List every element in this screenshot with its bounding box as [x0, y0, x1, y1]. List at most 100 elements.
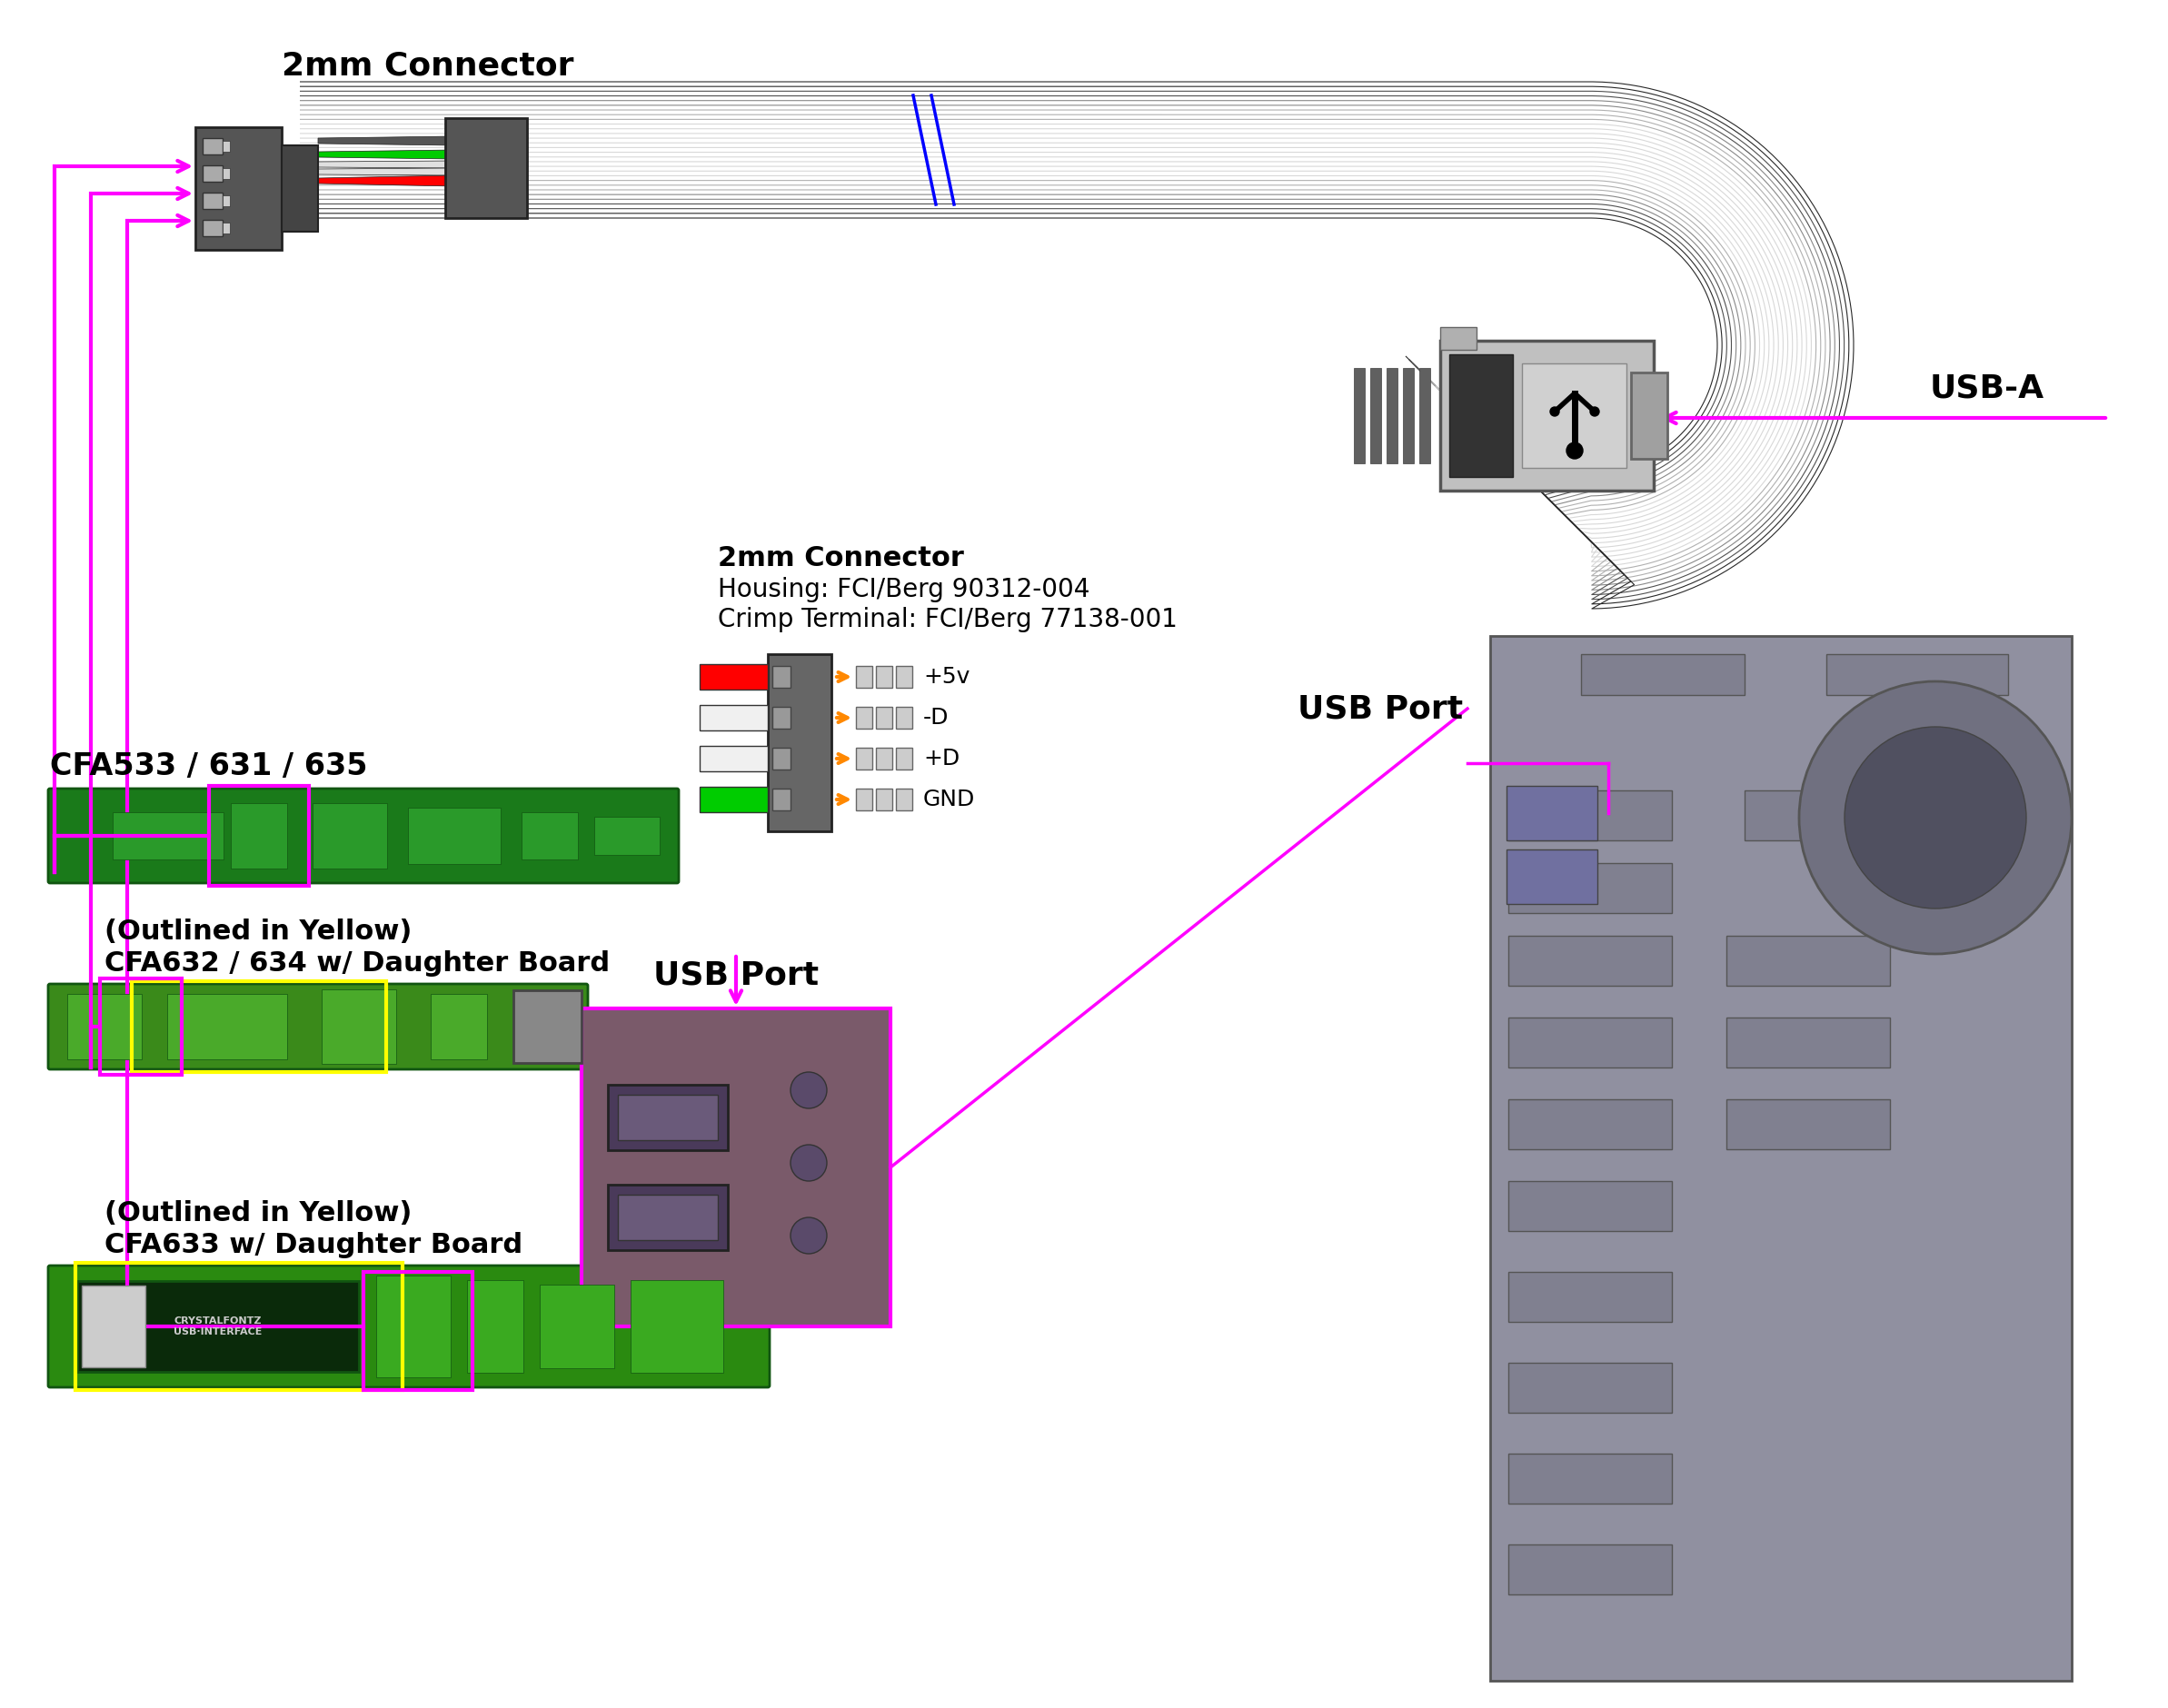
FancyBboxPatch shape	[1509, 1544, 1672, 1595]
FancyBboxPatch shape	[321, 989, 397, 1064]
FancyBboxPatch shape	[1403, 367, 1414, 463]
FancyBboxPatch shape	[522, 813, 579, 859]
FancyBboxPatch shape	[700, 746, 767, 772]
FancyBboxPatch shape	[202, 220, 223, 236]
FancyBboxPatch shape	[1630, 372, 1667, 459]
FancyBboxPatch shape	[856, 707, 872, 729]
FancyBboxPatch shape	[282, 145, 319, 232]
FancyBboxPatch shape	[1420, 367, 1431, 463]
FancyBboxPatch shape	[48, 1266, 770, 1387]
FancyBboxPatch shape	[202, 166, 223, 181]
FancyBboxPatch shape	[1509, 1363, 1672, 1413]
Text: 2mm Connector: 2mm Connector	[718, 545, 965, 572]
FancyBboxPatch shape	[772, 748, 791, 770]
Circle shape	[1589, 407, 1600, 417]
FancyBboxPatch shape	[772, 666, 791, 688]
FancyBboxPatch shape	[1509, 1100, 1672, 1149]
FancyBboxPatch shape	[514, 991, 581, 1062]
Circle shape	[1799, 681, 2073, 955]
Text: Housing: FCI/Berg 90312-004: Housing: FCI/Berg 90312-004	[718, 577, 1091, 603]
FancyBboxPatch shape	[581, 1008, 891, 1327]
FancyBboxPatch shape	[1440, 340, 1654, 490]
FancyBboxPatch shape	[767, 654, 830, 832]
FancyBboxPatch shape	[113, 813, 223, 859]
FancyBboxPatch shape	[230, 803, 286, 869]
FancyBboxPatch shape	[1388, 367, 1398, 463]
FancyBboxPatch shape	[700, 705, 767, 731]
FancyBboxPatch shape	[895, 666, 913, 688]
FancyBboxPatch shape	[607, 1085, 728, 1149]
FancyBboxPatch shape	[1580, 654, 1745, 695]
Circle shape	[791, 1218, 826, 1254]
FancyBboxPatch shape	[594, 816, 659, 856]
FancyBboxPatch shape	[377, 1276, 451, 1377]
FancyBboxPatch shape	[1726, 1018, 1890, 1068]
FancyBboxPatch shape	[607, 1185, 728, 1250]
FancyBboxPatch shape	[618, 1194, 718, 1240]
Text: -D: -D	[924, 707, 950, 729]
FancyBboxPatch shape	[631, 1279, 724, 1373]
FancyBboxPatch shape	[772, 789, 791, 810]
Polygon shape	[319, 167, 455, 176]
FancyBboxPatch shape	[1507, 849, 1598, 904]
Text: CFA533 / 631 / 635: CFA533 / 631 / 635	[50, 752, 369, 781]
FancyBboxPatch shape	[856, 666, 872, 688]
FancyBboxPatch shape	[48, 789, 679, 883]
FancyBboxPatch shape	[202, 138, 223, 154]
FancyBboxPatch shape	[444, 118, 527, 219]
Polygon shape	[319, 150, 455, 159]
Text: CRYSTALFONTZ
USB·INTERFACE: CRYSTALFONTZ USB·INTERFACE	[173, 1317, 262, 1336]
FancyBboxPatch shape	[312, 803, 388, 869]
FancyBboxPatch shape	[876, 748, 893, 770]
FancyBboxPatch shape	[78, 1281, 360, 1372]
FancyBboxPatch shape	[856, 789, 872, 810]
Text: +D: +D	[924, 748, 960, 770]
FancyBboxPatch shape	[1370, 367, 1381, 463]
Text: CFA633 w/ Daughter Board: CFA633 w/ Daughter Board	[104, 1231, 522, 1259]
FancyBboxPatch shape	[202, 193, 223, 208]
FancyBboxPatch shape	[1440, 326, 1476, 350]
FancyBboxPatch shape	[1726, 1100, 1890, 1149]
FancyBboxPatch shape	[67, 994, 141, 1059]
Text: CFA632 / 634 w/ Daughter Board: CFA632 / 634 w/ Daughter Board	[104, 950, 609, 977]
Text: (Outlined in Yellow): (Outlined in Yellow)	[104, 1201, 412, 1226]
FancyBboxPatch shape	[223, 140, 230, 152]
FancyBboxPatch shape	[772, 707, 791, 729]
FancyBboxPatch shape	[1507, 786, 1598, 840]
FancyBboxPatch shape	[1522, 364, 1626, 468]
Circle shape	[1567, 442, 1583, 459]
FancyBboxPatch shape	[700, 787, 767, 813]
FancyBboxPatch shape	[895, 707, 913, 729]
FancyBboxPatch shape	[1489, 635, 2073, 1681]
FancyBboxPatch shape	[1509, 1454, 1672, 1503]
Polygon shape	[319, 137, 455, 145]
FancyBboxPatch shape	[223, 222, 230, 234]
Text: USB Port: USB Port	[653, 960, 820, 991]
FancyBboxPatch shape	[408, 808, 501, 864]
FancyBboxPatch shape	[895, 789, 913, 810]
FancyBboxPatch shape	[1726, 936, 1890, 986]
FancyBboxPatch shape	[48, 984, 588, 1069]
FancyBboxPatch shape	[195, 126, 282, 249]
Text: (Outlined in Yellow): (Outlined in Yellow)	[104, 919, 412, 945]
FancyBboxPatch shape	[876, 666, 893, 688]
FancyBboxPatch shape	[895, 748, 913, 770]
FancyBboxPatch shape	[1509, 791, 1672, 840]
FancyBboxPatch shape	[876, 789, 893, 810]
FancyBboxPatch shape	[1353, 367, 1366, 463]
FancyBboxPatch shape	[1509, 936, 1672, 986]
FancyBboxPatch shape	[1509, 1018, 1672, 1068]
FancyBboxPatch shape	[1509, 1272, 1672, 1322]
FancyBboxPatch shape	[1448, 354, 1513, 477]
FancyBboxPatch shape	[1509, 863, 1672, 914]
Text: Crimp Terminal: FCI/Berg 77138-001: Crimp Terminal: FCI/Berg 77138-001	[718, 606, 1177, 632]
Text: GND: GND	[924, 789, 976, 810]
Polygon shape	[319, 176, 455, 186]
Polygon shape	[319, 161, 455, 167]
Circle shape	[1550, 407, 1559, 417]
Circle shape	[1845, 728, 2027, 909]
Circle shape	[791, 1144, 826, 1180]
Text: +5v: +5v	[924, 666, 969, 688]
FancyBboxPatch shape	[618, 1095, 718, 1141]
FancyBboxPatch shape	[223, 195, 230, 207]
